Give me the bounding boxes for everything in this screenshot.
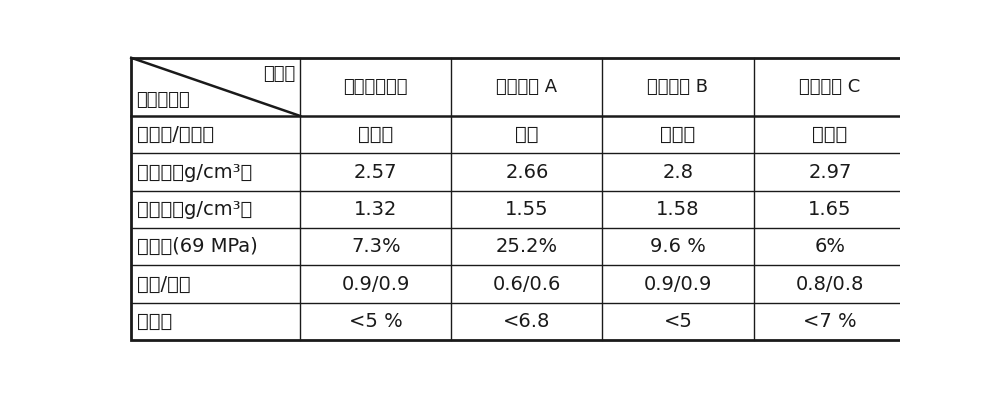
Text: 破碎率(69 MPa): 破碎率(69 MPa): [137, 237, 258, 256]
Text: 石英: 石英: [515, 125, 539, 144]
Text: 主晶相/次桶相: 主晶相/次桶相: [137, 125, 215, 144]
Text: 本实施例产品: 本实施例产品: [343, 78, 408, 96]
Text: 6%: 6%: [814, 237, 845, 256]
Text: 市场产品 C: 市场产品 C: [799, 78, 860, 96]
Text: 球度/球度: 球度/球度: [137, 275, 191, 294]
Text: <5: <5: [664, 312, 692, 331]
Text: 9.6 %: 9.6 %: [650, 237, 706, 256]
Text: 1.55: 1.55: [505, 200, 549, 219]
Text: 塰青石: 塰青石: [358, 125, 393, 144]
Text: 0.9/0.9: 0.9/0.9: [644, 275, 712, 294]
Bar: [131, 58, 906, 340]
Text: 酸溶度: 酸溶度: [137, 312, 173, 331]
Text: <7 %: <7 %: [803, 312, 857, 331]
Text: <5 %: <5 %: [349, 312, 403, 331]
Text: 0.9/0.9: 0.9/0.9: [342, 275, 410, 294]
Text: 2.8: 2.8: [662, 163, 693, 181]
Text: 视密度（g/cm³）: 视密度（g/cm³）: [137, 163, 253, 181]
Text: 7.3%: 7.3%: [351, 237, 401, 256]
Text: 体密度（g/cm³）: 体密度（g/cm³）: [137, 200, 253, 219]
Text: 1.65: 1.65: [808, 200, 852, 219]
Text: 0.8/0.8: 0.8/0.8: [796, 275, 864, 294]
Text: 0.6/0.6: 0.6/0.6: [493, 275, 561, 294]
Text: 市场产品 B: 市场产品 B: [647, 78, 708, 96]
Text: 型产品指标: 型产品指标: [136, 91, 190, 109]
Text: 25.2%: 25.2%: [496, 237, 558, 256]
Text: 市场产品 A: 市场产品 A: [496, 78, 557, 96]
Bar: [131, 58, 906, 340]
Text: 2.97: 2.97: [808, 163, 852, 181]
Text: 2.57: 2.57: [354, 163, 397, 181]
Text: <6.8: <6.8: [503, 312, 551, 331]
Text: 产品类: 产品类: [263, 65, 296, 83]
Text: 方石英: 方石英: [660, 125, 696, 144]
Text: 2.66: 2.66: [505, 163, 549, 181]
Text: 1.32: 1.32: [354, 200, 397, 219]
Text: 1.58: 1.58: [656, 200, 700, 219]
Text: 莫来石: 莫来石: [812, 125, 847, 144]
